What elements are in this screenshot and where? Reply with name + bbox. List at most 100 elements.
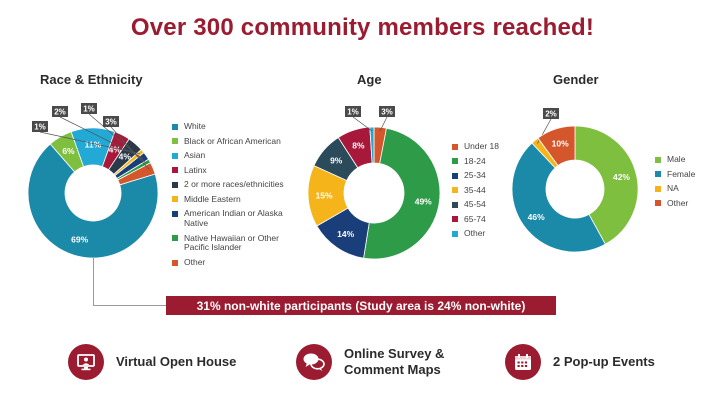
legend-label: Under 18 — [464, 141, 499, 151]
age-legend: Under 18 18-24 25-34 35-44 45-54 65-74 Other — [452, 141, 522, 244]
legend-label: Other — [184, 257, 206, 268]
data-label-box — [81, 103, 97, 114]
legend-label: 18-24 — [464, 155, 486, 166]
data-label: 2% — [545, 110, 557, 119]
legend-swatch — [172, 181, 178, 188]
legend-label: American Indian or Alaska Native — [184, 208, 283, 229]
slice-other — [369, 126, 375, 164]
legend-label: Male — [667, 154, 686, 164]
data-label-box — [103, 116, 119, 127]
legend-label: Middle Eastern — [184, 193, 241, 204]
legend-swatch — [452, 230, 458, 237]
legend-item: 65-74 — [452, 213, 522, 225]
legend-label: 65-74 — [464, 213, 486, 224]
legend-item: Latinx — [172, 164, 297, 176]
presentation-icon — [68, 344, 104, 380]
data-label: 8% — [352, 140, 365, 150]
leader-line — [88, 113, 147, 164]
data-label: 15% — [316, 190, 333, 200]
data-label: 9% — [330, 155, 343, 165]
leader-line — [379, 116, 388, 132]
data-label: 10% — [552, 138, 569, 148]
headline: Over 300 community members reached! — [130, 14, 595, 41]
legend-item: Native Hawaiian or Other Pacific Islande… — [172, 232, 297, 254]
legend-swatch — [172, 235, 178, 242]
legend-swatch — [172, 152, 178, 159]
age-chart-title: Age — [357, 72, 382, 87]
legend-swatch — [655, 171, 661, 178]
legend-item: Male — [655, 154, 715, 165]
race-legend: White Black or African American Asian Latin… — [172, 121, 297, 273]
legend-swatch — [655, 156, 661, 163]
legend-swatch — [172, 210, 178, 217]
feature-virtual-open-house: Virtual Open House — [68, 344, 236, 380]
data-label: 11% — [85, 140, 102, 150]
legend-item: 2 or more races/ethnicities — [172, 179, 297, 190]
legend-item: 35-44 — [452, 184, 522, 196]
legend-item: 25-34 — [452, 170, 522, 181]
slice-white — [27, 143, 159, 259]
legend-swatch — [452, 187, 458, 194]
legend-label: 2 or more races/ethnicities — [184, 179, 284, 190]
slice-male — [574, 125, 639, 245]
feature-label: Online Survey & Comment Maps — [344, 345, 445, 377]
data-label: 6% — [62, 146, 75, 156]
data-label: 1% — [83, 105, 95, 114]
data-label-box — [345, 106, 361, 117]
legend-label: Native Hawaiian or Other Pacific Islande… — [184, 232, 279, 253]
data-label: 1% — [347, 108, 359, 117]
legend-swatch — [172, 138, 178, 145]
legend-swatch — [452, 216, 458, 223]
nonwhite-callout: 31% non-white participants (Study area i… — [166, 296, 556, 315]
legend-item: White — [172, 121, 297, 132]
legend-item: NA — [655, 183, 715, 194]
race-chart-title: Race & Ethnicity — [40, 72, 143, 87]
slice-other — [117, 162, 156, 186]
legend-item: 45-54 — [452, 199, 522, 210]
race-ethnicity-donut: 69% 6% 11% 4%4% 1% 2% 1% 3% 3% 49% 14% 15% 9% 8% 1% 42%… — [27, 103, 639, 260]
legend-swatch — [452, 158, 458, 165]
callout-connector-horizontal — [93, 305, 167, 306]
data-label-box — [543, 108, 559, 119]
legend-item: Other — [172, 257, 297, 268]
leader-line — [352, 116, 373, 132]
legend-item: Female — [655, 169, 715, 180]
leader-line — [39, 131, 140, 154]
feature-label: Virtual Open House — [116, 353, 237, 369]
data-label: 4% — [109, 145, 122, 155]
feature-popup-events: 2 Pop-up Events — [505, 344, 655, 380]
legend-label: 25-34 — [464, 170, 486, 181]
donut-1: 3% 49% 14% 15% 9% 8% 1% — [307, 106, 441, 260]
legend-label: Other — [464, 228, 486, 239]
legend-label: Latinx — [184, 164, 207, 175]
donut-0: 69% 6% 11% 4%4% 1% 2% 1% 3% — [27, 103, 159, 259]
donut-2: 42% 46% 2% 10% — [511, 108, 639, 253]
legend-swatch — [452, 201, 458, 208]
legend-swatch — [655, 200, 661, 207]
legend-label: 35-44 — [464, 184, 486, 195]
legend-item: Other — [452, 229, 522, 239]
leader-line — [59, 116, 144, 159]
legend-item: American Indian or Alaska Native — [172, 209, 297, 229]
legend-item: Black or African American — [172, 136, 297, 147]
legend-swatch — [172, 196, 178, 203]
legend-item: Middle Eastern — [172, 193, 297, 205]
data-label: 1% — [34, 123, 46, 132]
callout-connector-vertical — [93, 258, 94, 306]
slice-female — [511, 142, 606, 253]
data-label: 3% — [105, 118, 117, 127]
legend-item: Other — [655, 198, 715, 209]
data-label: 46% — [528, 212, 545, 222]
legend-label: 45-54 — [464, 199, 486, 210]
feature-label: 2 Pop-up Events — [553, 353, 655, 369]
legend-item: 18-24 — [452, 155, 522, 167]
gender-legend: Male Female NA Other — [655, 154, 715, 213]
data-label-box — [32, 121, 48, 132]
data-label: 42% — [613, 172, 630, 182]
legend-label: Asian — [184, 150, 206, 161]
legend-swatch — [452, 143, 458, 150]
data-label: 4% — [119, 151, 132, 161]
legend-label: White — [184, 121, 206, 131]
slice-other — [537, 125, 576, 167]
chat-bubbles-icon — [296, 344, 332, 380]
